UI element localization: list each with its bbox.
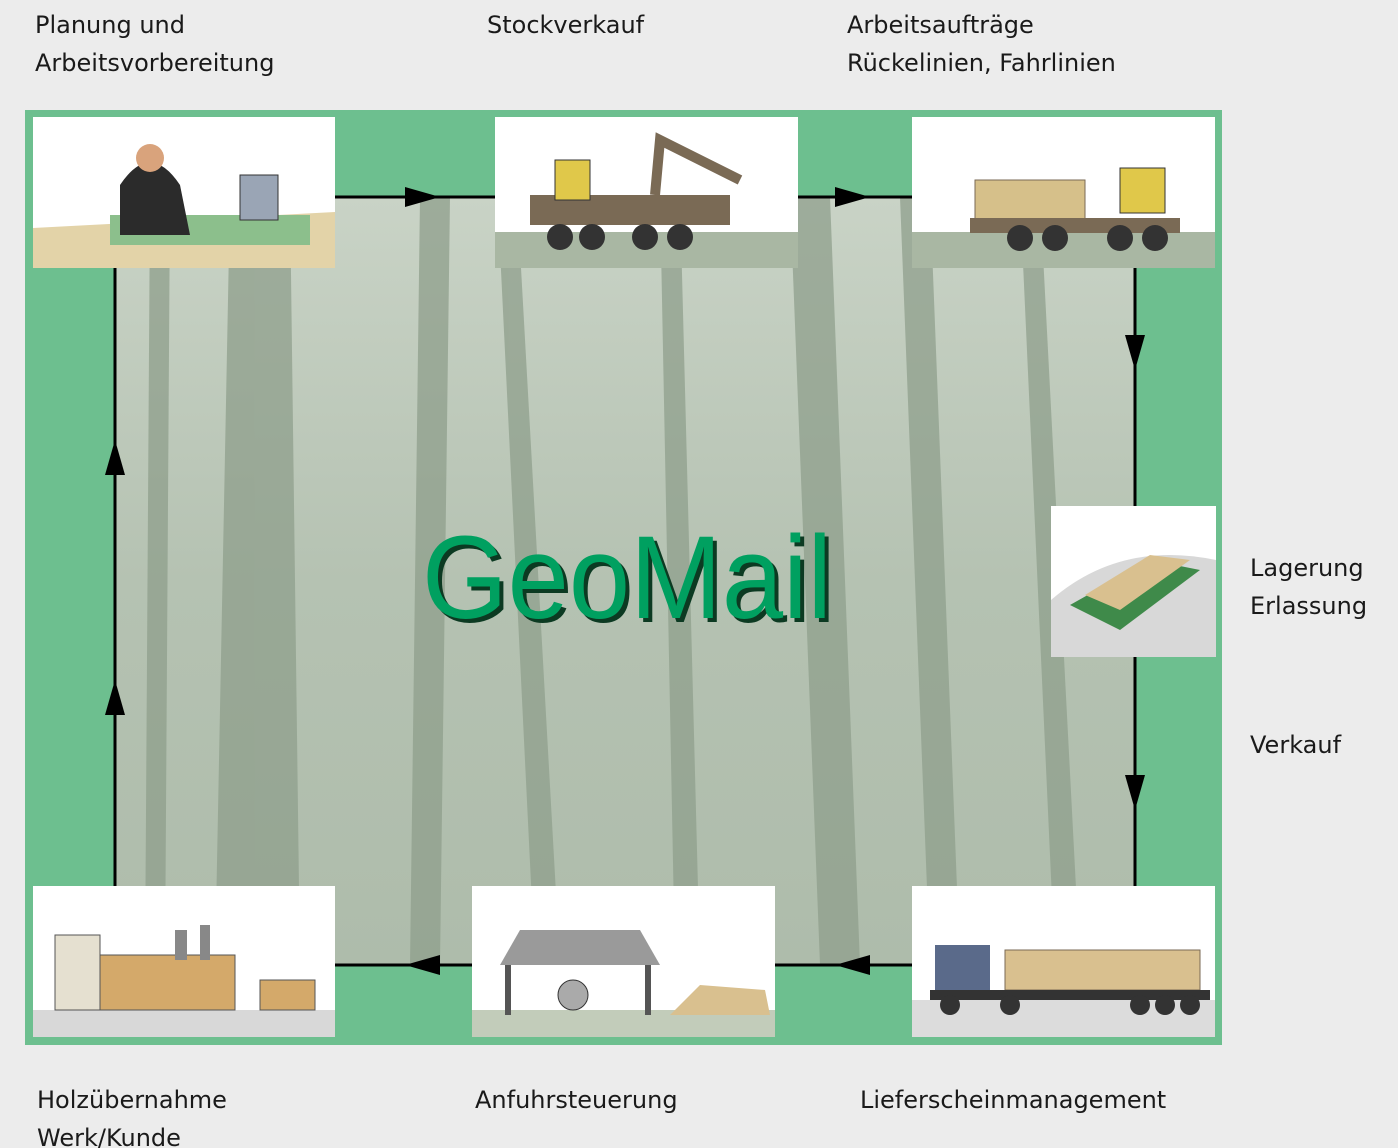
image-storage	[1051, 506, 1216, 657]
diagram: GeoMail GeoMail Planung und Arbeitsvorbe…	[0, 0, 1398, 1148]
image-harvester	[495, 117, 798, 268]
image-planning	[33, 117, 335, 268]
node-label: Stockverkauf	[487, 11, 645, 39]
image-factory	[33, 886, 335, 1037]
node-label: Planung und	[35, 11, 185, 39]
node-label: Werk/Kunde	[37, 1124, 181, 1148]
node-label: Arbeitsvorbereitung	[35, 49, 274, 77]
node-label: Rückelinien, Fahrlinien	[847, 49, 1116, 77]
node-label: Lieferscheinmanagement	[860, 1086, 1166, 1114]
image-truck	[912, 886, 1215, 1037]
node-label: Lagerung	[1250, 554, 1364, 582]
title: GeoMail	[422, 512, 832, 644]
node-label: Holzübernahme	[37, 1086, 227, 1114]
node-label: Anfuhrsteuerung	[475, 1086, 678, 1114]
node-label: Erlassung	[1250, 592, 1367, 620]
node-label: Arbeitsaufträge	[847, 11, 1034, 39]
image-sawmill	[472, 886, 775, 1037]
image-forwarder	[912, 117, 1215, 268]
node-label: Verkauf	[1250, 731, 1342, 759]
